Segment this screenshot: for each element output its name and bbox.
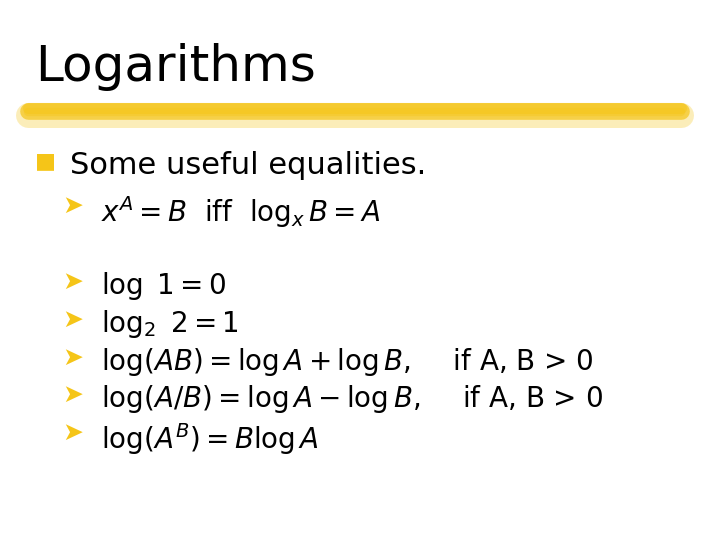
Text: $x^A = B$  iff  $\log_x B = A$: $x^A = B$ iff $\log_x B = A$ bbox=[101, 194, 381, 230]
Text: ➤: ➤ bbox=[63, 308, 84, 332]
Text: ■: ■ bbox=[35, 151, 55, 171]
Text: $\log\ 1 = 0$: $\log\ 1 = 0$ bbox=[101, 270, 226, 302]
Text: ➤: ➤ bbox=[63, 270, 84, 294]
Text: Some useful equalities.: Some useful equalities. bbox=[70, 151, 426, 180]
Text: $\log(AB) = \log A + \log B,\quad$ if A, B > 0: $\log(AB) = \log A + \log B,\quad$ if A,… bbox=[101, 346, 593, 377]
Text: ➤: ➤ bbox=[63, 421, 84, 445]
Text: $\log_2\ 2 = 1$: $\log_2\ 2 = 1$ bbox=[101, 308, 239, 340]
Text: ➤: ➤ bbox=[63, 194, 84, 218]
Text: $\log(A^B) = B\log A$: $\log(A^B) = B\log A$ bbox=[101, 421, 319, 457]
Text: ➤: ➤ bbox=[63, 383, 84, 407]
Text: ➤: ➤ bbox=[63, 346, 84, 369]
Text: Logarithms: Logarithms bbox=[35, 43, 315, 91]
Text: $\log(A/B) = \log A - \log B,\quad$ if A, B > 0: $\log(A/B) = \log A - \log B,\quad$ if A… bbox=[101, 383, 603, 415]
